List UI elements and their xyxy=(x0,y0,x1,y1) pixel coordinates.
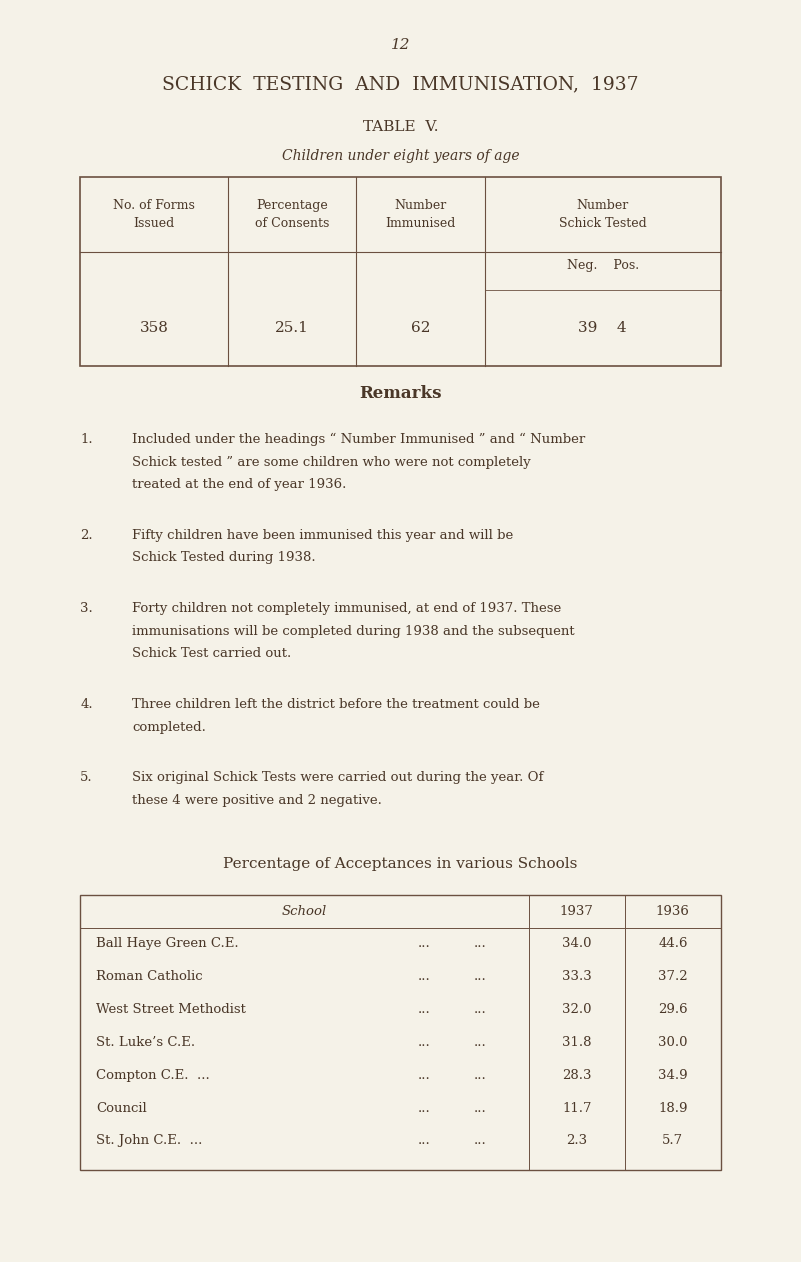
Text: ...: ... xyxy=(418,1036,431,1049)
Text: 44.6: 44.6 xyxy=(658,938,687,950)
Text: St. John C.E.  ...: St. John C.E. ... xyxy=(96,1135,203,1147)
Text: Number
Immunised: Number Immunised xyxy=(385,199,456,230)
Bar xyxy=(80,177,721,366)
Text: Number
Schick Tested: Number Schick Tested xyxy=(559,199,646,230)
Text: No. of Forms
Issued: No. of Forms Issued xyxy=(113,199,195,230)
Text: ...: ... xyxy=(418,1135,431,1147)
Text: 32.0: 32.0 xyxy=(562,1003,591,1016)
Text: 31.8: 31.8 xyxy=(562,1036,591,1049)
Text: Neg.    Pos.: Neg. Pos. xyxy=(566,259,639,271)
Text: Six original Schick Tests were carried out during the year. Of: Six original Schick Tests were carried o… xyxy=(132,771,544,784)
Text: Schick Tested during 1938.: Schick Tested during 1938. xyxy=(132,551,316,564)
Text: ...: ... xyxy=(418,1003,431,1016)
Text: 1937: 1937 xyxy=(560,905,594,917)
Text: Schick Test carried out.: Schick Test carried out. xyxy=(132,647,292,660)
Text: 30.0: 30.0 xyxy=(658,1036,687,1049)
Text: Forty children not completely immunised, at end of 1937. These: Forty children not completely immunised,… xyxy=(132,602,562,615)
Text: ...: ... xyxy=(474,1003,487,1016)
Text: 1.: 1. xyxy=(80,433,93,445)
Text: 39    4: 39 4 xyxy=(578,321,627,336)
Text: TABLE  V.: TABLE V. xyxy=(363,120,438,134)
Text: Remarks: Remarks xyxy=(360,385,441,401)
Text: 62: 62 xyxy=(411,321,430,336)
Text: 2.: 2. xyxy=(80,529,93,541)
Text: ...: ... xyxy=(474,1102,487,1114)
Text: SCHICK  TESTING  AND  IMMUNISATION,  1937: SCHICK TESTING AND IMMUNISATION, 1937 xyxy=(162,76,639,93)
Text: ...: ... xyxy=(474,970,487,983)
Text: 34.9: 34.9 xyxy=(658,1069,687,1082)
Text: Schick tested ” are some children who were not completely: Schick tested ” are some children who we… xyxy=(132,456,531,468)
Text: ...: ... xyxy=(474,1135,487,1147)
Text: ...: ... xyxy=(474,938,487,950)
Text: these 4 were positive and 2 negative.: these 4 were positive and 2 negative. xyxy=(132,794,382,806)
Text: ...: ... xyxy=(474,1036,487,1049)
Text: Fifty children have been immunised this year and will be: Fifty children have been immunised this … xyxy=(132,529,513,541)
Text: 3.: 3. xyxy=(80,602,93,615)
Text: Percentage of Acceptances in various Schools: Percentage of Acceptances in various Sch… xyxy=(223,857,578,871)
Text: 5.: 5. xyxy=(80,771,93,784)
Text: treated at the end of year 1936.: treated at the end of year 1936. xyxy=(132,478,347,491)
Text: 1936: 1936 xyxy=(656,905,690,917)
Text: West Street Methodist: West Street Methodist xyxy=(96,1003,246,1016)
Text: Three children left the district before the treatment could be: Three children left the district before … xyxy=(132,698,540,711)
Text: 11.7: 11.7 xyxy=(562,1102,591,1114)
Text: 33.3: 33.3 xyxy=(562,970,592,983)
Text: 18.9: 18.9 xyxy=(658,1102,687,1114)
Text: Council: Council xyxy=(96,1102,147,1114)
Text: 28.3: 28.3 xyxy=(562,1069,591,1082)
Text: 12: 12 xyxy=(391,38,410,52)
Text: School: School xyxy=(282,905,327,917)
Text: St. Luke’s C.E.: St. Luke’s C.E. xyxy=(96,1036,195,1049)
Text: 29.6: 29.6 xyxy=(658,1003,687,1016)
Text: ...: ... xyxy=(474,1069,487,1082)
Text: Roman Catholic: Roman Catholic xyxy=(96,970,203,983)
Bar xyxy=(80,895,721,1170)
Text: ...: ... xyxy=(418,1069,431,1082)
Text: 2.3: 2.3 xyxy=(566,1135,587,1147)
Text: ...: ... xyxy=(418,1102,431,1114)
Text: 34.0: 34.0 xyxy=(562,938,591,950)
Text: 37.2: 37.2 xyxy=(658,970,687,983)
Text: Children under eight years of age: Children under eight years of age xyxy=(282,149,519,163)
Text: 5.7: 5.7 xyxy=(662,1135,683,1147)
Text: ...: ... xyxy=(418,970,431,983)
Text: ...: ... xyxy=(418,938,431,950)
Text: 358: 358 xyxy=(139,321,169,336)
Text: Compton C.E.  ...: Compton C.E. ... xyxy=(96,1069,210,1082)
Text: Included under the headings “ Number Immunised ” and “ Number: Included under the headings “ Number Imm… xyxy=(132,433,586,445)
Text: 4.: 4. xyxy=(80,698,93,711)
Text: Ball Haye Green C.E.: Ball Haye Green C.E. xyxy=(96,938,239,950)
Text: immunisations will be completed during 1938 and the subsequent: immunisations will be completed during 1… xyxy=(132,625,575,637)
Text: 25.1: 25.1 xyxy=(276,321,309,336)
Text: completed.: completed. xyxy=(132,721,206,733)
Text: Percentage
of Consents: Percentage of Consents xyxy=(256,199,329,230)
